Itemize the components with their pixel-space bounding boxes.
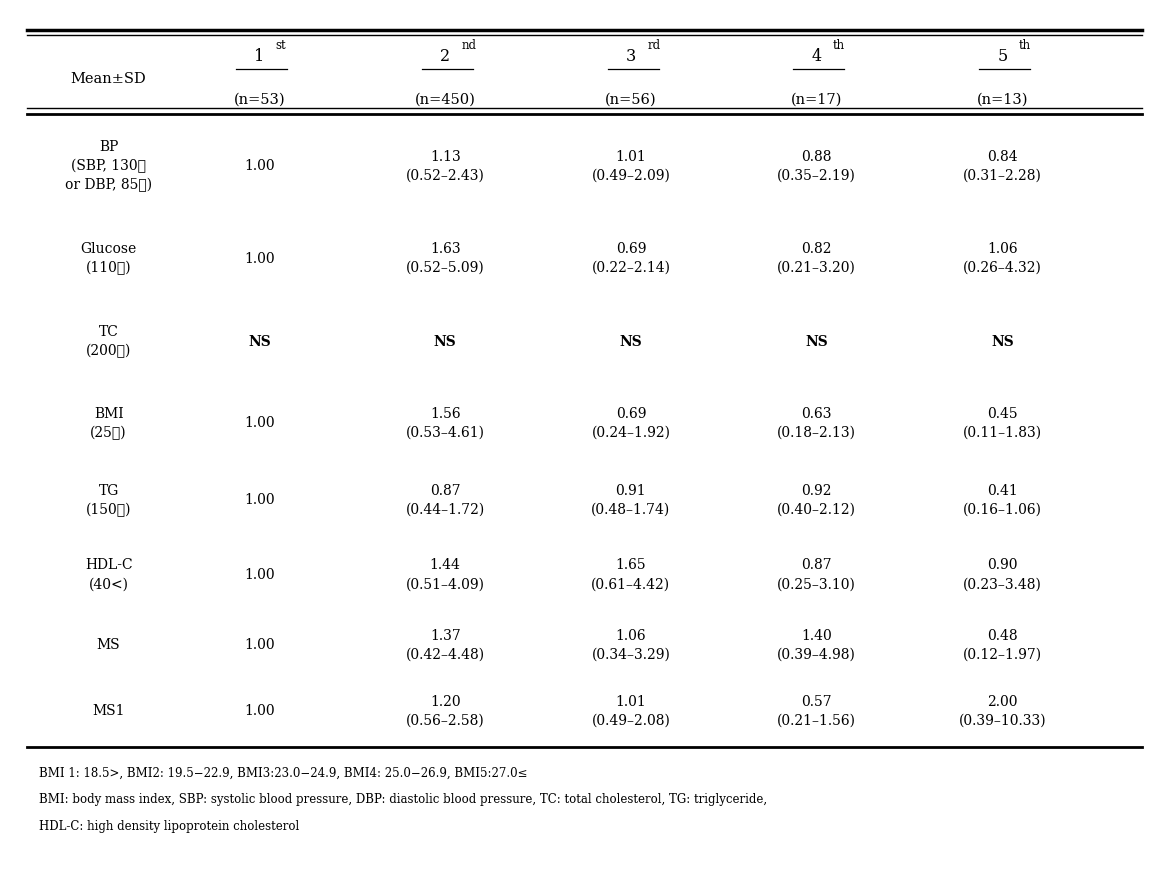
Text: NS: NS bbox=[805, 335, 828, 348]
Text: 1.13
(0.52–2.43): 1.13 (0.52–2.43) bbox=[406, 150, 485, 183]
Text: BMI
(25≧): BMI (25≧) bbox=[90, 406, 127, 439]
Text: BMI 1: 18.5>, BMI2: 19.5−22.9, BMI3:23.0−24.9, BMI4: 25.0−26.9, BMI5:27.0≤: BMI 1: 18.5>, BMI2: 19.5−22.9, BMI3:23.0… bbox=[39, 766, 527, 779]
Text: 1.40
(0.39–4.98): 1.40 (0.39–4.98) bbox=[777, 628, 856, 661]
Text: 0.87
(0.44–1.72): 0.87 (0.44–1.72) bbox=[406, 483, 485, 516]
Text: 1.63
(0.52–5.09): 1.63 (0.52–5.09) bbox=[406, 242, 485, 275]
Text: 0.41
(0.16–1.06): 0.41 (0.16–1.06) bbox=[963, 483, 1042, 516]
Text: NS: NS bbox=[620, 335, 642, 348]
Text: (n=13): (n=13) bbox=[976, 93, 1028, 107]
Text: 5: 5 bbox=[997, 48, 1008, 66]
Text: 1.65
(0.61–4.42): 1.65 (0.61–4.42) bbox=[592, 558, 671, 591]
Text: Glucose
(110≧): Glucose (110≧) bbox=[81, 242, 137, 275]
Text: 1: 1 bbox=[255, 48, 264, 66]
Text: 0.69
(0.22–2.14): 0.69 (0.22–2.14) bbox=[592, 242, 671, 275]
Text: NS: NS bbox=[434, 335, 457, 348]
Text: 1.06
(0.34–3.29): 1.06 (0.34–3.29) bbox=[592, 628, 670, 661]
Text: 1.56
(0.53–4.61): 1.56 (0.53–4.61) bbox=[406, 407, 485, 439]
Text: (n=17): (n=17) bbox=[791, 93, 843, 107]
Text: 0.57
(0.21–1.56): 0.57 (0.21–1.56) bbox=[777, 694, 856, 727]
Text: 1.20
(0.56–2.58): 1.20 (0.56–2.58) bbox=[406, 694, 485, 727]
Text: 1.01
(0.49–2.09): 1.01 (0.49–2.09) bbox=[592, 150, 670, 183]
Text: 3: 3 bbox=[625, 48, 636, 66]
Text: 1.01
(0.49–2.08): 1.01 (0.49–2.08) bbox=[592, 694, 670, 727]
Text: 0.90
(0.23–3.48): 0.90 (0.23–3.48) bbox=[963, 558, 1042, 591]
Text: 1.37
(0.42–4.48): 1.37 (0.42–4.48) bbox=[406, 628, 485, 661]
Text: (n=56): (n=56) bbox=[606, 93, 657, 107]
Text: 2: 2 bbox=[441, 48, 450, 66]
Text: 0.88
(0.35–2.19): 0.88 (0.35–2.19) bbox=[777, 150, 856, 183]
Text: MS: MS bbox=[97, 637, 120, 651]
Text: 0.84
(0.31–2.28): 0.84 (0.31–2.28) bbox=[963, 150, 1042, 183]
Text: th: th bbox=[1018, 39, 1031, 52]
Text: Mean±SD: Mean±SD bbox=[71, 72, 146, 86]
Text: 0.92
(0.40–2.12): 0.92 (0.40–2.12) bbox=[777, 483, 856, 516]
Text: MS1: MS1 bbox=[92, 703, 125, 718]
Text: TG
(150≧): TG (150≧) bbox=[85, 483, 131, 517]
Text: 0.48
(0.12–1.97): 0.48 (0.12–1.97) bbox=[963, 628, 1042, 661]
Text: (n=53): (n=53) bbox=[234, 93, 285, 107]
Text: st: st bbox=[276, 39, 286, 52]
Text: 1.00: 1.00 bbox=[244, 416, 275, 430]
Text: 1.00: 1.00 bbox=[244, 567, 275, 581]
Text: 0.45
(0.11–1.83): 0.45 (0.11–1.83) bbox=[963, 407, 1042, 439]
Text: 1.00: 1.00 bbox=[244, 703, 275, 718]
Text: 0.69
(0.24–1.92): 0.69 (0.24–1.92) bbox=[592, 407, 671, 439]
Text: 1.00: 1.00 bbox=[244, 637, 275, 651]
Text: NS: NS bbox=[248, 335, 271, 348]
Text: HDL-C: high density lipoprotein cholesterol: HDL-C: high density lipoprotein choleste… bbox=[39, 819, 299, 832]
Text: TC
(200≧): TC (200≧) bbox=[87, 325, 131, 358]
Text: NS: NS bbox=[991, 335, 1014, 348]
Text: 1.00: 1.00 bbox=[244, 493, 275, 507]
Text: nd: nd bbox=[462, 39, 477, 52]
Text: 0.91
(0.48–1.74): 0.91 (0.48–1.74) bbox=[592, 483, 671, 516]
Text: th: th bbox=[832, 39, 845, 52]
Text: 0.63
(0.18–2.13): 0.63 (0.18–2.13) bbox=[777, 407, 856, 439]
Text: 1.06
(0.26–4.32): 1.06 (0.26–4.32) bbox=[963, 242, 1042, 275]
Text: HDL-C
(40<): HDL-C (40<) bbox=[85, 558, 132, 591]
Text: rd: rd bbox=[648, 39, 660, 52]
Text: 1.00: 1.00 bbox=[244, 252, 275, 265]
Text: 1.44
(0.51–4.09): 1.44 (0.51–4.09) bbox=[406, 558, 485, 591]
Text: 4: 4 bbox=[811, 48, 822, 66]
Text: 0.87
(0.25–3.10): 0.87 (0.25–3.10) bbox=[777, 558, 856, 591]
Text: (n=450): (n=450) bbox=[415, 93, 476, 107]
Text: BMI: body mass index, SBP: systolic blood pressure, DBP: diastolic blood pressur: BMI: body mass index, SBP: systolic bloo… bbox=[39, 792, 767, 805]
Text: 1.00: 1.00 bbox=[244, 159, 275, 173]
Text: BP
(SBP, 130≧
or DBP, 85≧): BP (SBP, 130≧ or DBP, 85≧) bbox=[65, 140, 152, 192]
Text: 0.82
(0.21–3.20): 0.82 (0.21–3.20) bbox=[777, 242, 856, 275]
Text: 2.00
(0.39–10.33): 2.00 (0.39–10.33) bbox=[959, 694, 1046, 727]
